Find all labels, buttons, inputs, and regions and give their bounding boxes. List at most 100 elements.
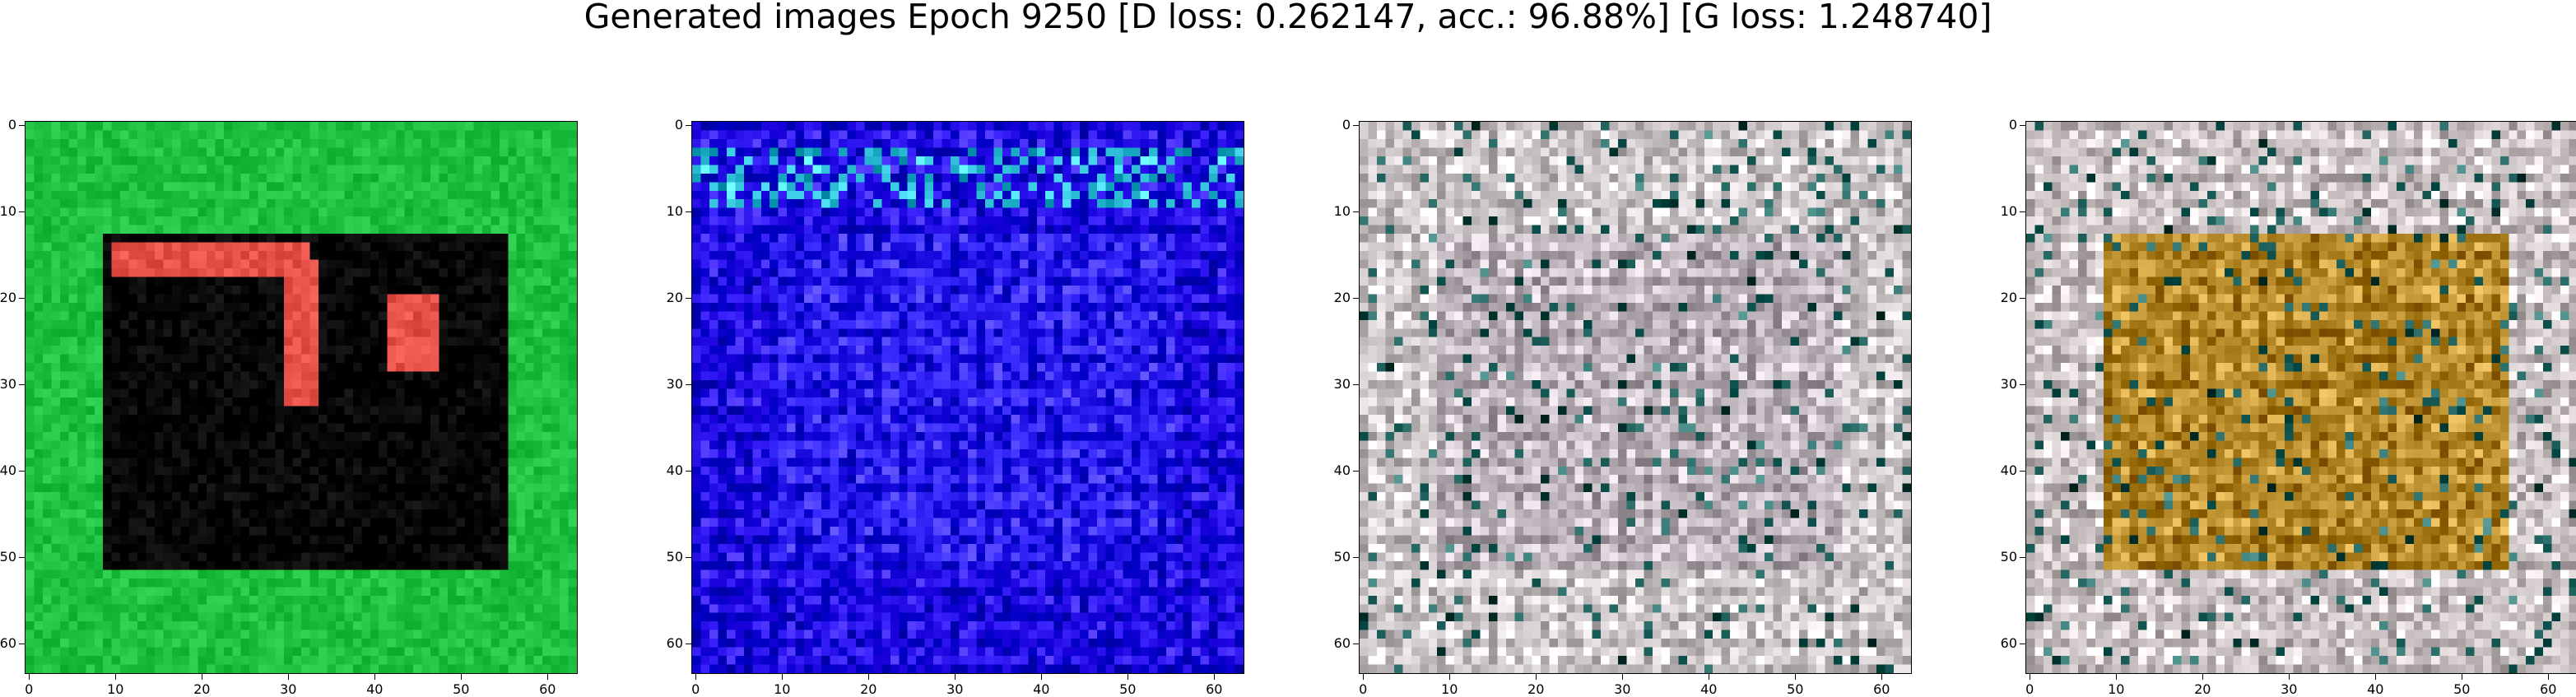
y-tick-label: 0 (1992, 118, 2017, 132)
x-tick-label: 10 (765, 683, 798, 696)
y-tick-label: 20 (1992, 291, 2017, 304)
figure-title: Generated images Epoch 9250 [D loss: 0.2… (0, 0, 2576, 33)
y-tick-mark (1353, 471, 1359, 472)
y-tick-label: 40 (0, 464, 16, 477)
x-tick-mark (1795, 674, 1796, 680)
x-tick-label: 10 (99, 683, 132, 696)
y-tick-mark (1353, 125, 1359, 126)
y-tick-label: 50 (0, 551, 16, 564)
image-axes (1359, 121, 1912, 674)
y-tick-label: 10 (1992, 205, 2017, 218)
generated-image-blue-noise (692, 122, 1244, 673)
y-tick-label: 20 (0, 291, 16, 304)
x-tick-label: 50 (1779, 683, 1811, 696)
x-tick-label: 30 (1606, 683, 1639, 696)
y-tick-label: 40 (1992, 464, 2017, 477)
image-axes (2025, 121, 2576, 674)
x-tick-label: 0 (1346, 683, 1379, 696)
y-tick-label: 60 (658, 637, 683, 650)
y-tick-label: 30 (0, 378, 16, 391)
y-tick-mark (2020, 384, 2025, 385)
y-tick-label: 60 (1326, 637, 1351, 650)
y-tick-label: 40 (658, 464, 683, 477)
x-tick-mark (1881, 674, 1882, 680)
x-tick-label: 60 (2532, 683, 2564, 696)
y-tick-mark (19, 471, 25, 472)
x-tick-mark (374, 674, 375, 680)
x-tick-mark (2375, 674, 2376, 680)
y-tick-label: 30 (658, 378, 683, 391)
y-tick-mark (2020, 211, 2025, 212)
y-tick-label: 0 (0, 118, 16, 132)
x-tick-label: 0 (2013, 683, 2046, 696)
y-tick-label: 60 (0, 637, 16, 650)
x-tick-label: 10 (2099, 683, 2132, 696)
x-tick-mark (1214, 674, 1215, 680)
x-tick-mark (868, 674, 869, 680)
x-tick-mark (2116, 674, 2117, 680)
x-tick-label: 0 (679, 683, 712, 696)
x-tick-mark (1449, 674, 1450, 680)
y-tick-mark (19, 125, 25, 126)
x-tick-mark (695, 674, 696, 680)
y-tick-mark (19, 384, 25, 385)
x-tick-label: 40 (358, 683, 391, 696)
x-tick-mark (1536, 674, 1537, 680)
y-tick-label: 50 (1992, 551, 2017, 564)
y-tick-label: 10 (658, 205, 683, 218)
y-tick-mark (686, 384, 691, 385)
y-tick-label: 20 (658, 291, 683, 304)
x-tick-mark (2548, 674, 2549, 680)
x-tick-mark (547, 674, 548, 680)
x-tick-label: 20 (2186, 683, 2219, 696)
y-tick-label: 60 (1992, 637, 2017, 650)
x-tick-mark (955, 674, 956, 680)
y-tick-label: 20 (1326, 291, 1351, 304)
x-tick-label: 60 (1865, 683, 1898, 696)
y-tick-mark (686, 471, 691, 472)
x-tick-mark (2202, 674, 2203, 680)
y-tick-mark (2020, 125, 2025, 126)
y-tick-mark (2020, 557, 2025, 558)
image-panel-4: 0 0 10 10 20 20 30 30 40 40 50 50 60 60 (2025, 121, 2576, 674)
x-tick-label: 30 (272, 683, 305, 696)
x-tick-label: 60 (531, 683, 564, 696)
y-tick-mark (19, 557, 25, 558)
x-tick-label: 60 (1197, 683, 1230, 696)
image-panel-3: 0 0 10 10 20 20 30 30 40 40 50 50 60 60 (1359, 121, 1912, 674)
y-tick-mark (686, 211, 691, 212)
x-tick-mark (782, 674, 783, 680)
y-tick-mark (1353, 557, 1359, 558)
x-tick-label: 50 (1111, 683, 1144, 696)
x-tick-label: 40 (1025, 683, 1058, 696)
y-tick-mark (686, 557, 691, 558)
x-tick-mark (461, 674, 462, 680)
x-tick-label: 20 (852, 683, 885, 696)
x-tick-label: 10 (1433, 683, 1466, 696)
generated-image-pale-grid (1360, 122, 1911, 673)
y-tick-mark (19, 211, 25, 212)
y-tick-mark (686, 298, 691, 299)
y-tick-label: 50 (1326, 551, 1351, 564)
y-tick-mark (1353, 298, 1359, 299)
image-panel-2: 0 0 10 10 20 20 30 30 40 40 50 50 60 60 (691, 121, 1244, 674)
x-tick-mark (1622, 674, 1623, 680)
x-tick-label: 30 (938, 683, 971, 696)
y-tick-mark (686, 125, 691, 126)
y-tick-label: 10 (0, 205, 16, 218)
x-tick-mark (288, 674, 289, 680)
image-axes (691, 121, 1244, 674)
x-tick-label: 20 (185, 683, 218, 696)
y-tick-label: 10 (1326, 205, 1351, 218)
y-tick-label: 0 (658, 118, 683, 132)
y-tick-mark (1353, 384, 1359, 385)
x-tick-mark (115, 674, 116, 680)
image-axes (25, 121, 578, 674)
y-tick-label: 0 (1326, 118, 1351, 132)
x-tick-mark (1041, 674, 1042, 680)
x-tick-label: 40 (1692, 683, 1725, 696)
image-panel-1: 0 0 10 10 20 20 30 30 40 40 50 50 60 60 (25, 121, 578, 674)
x-tick-mark (1363, 674, 1364, 680)
y-tick-mark (2020, 471, 2025, 472)
x-tick-label: 50 (444, 683, 477, 696)
